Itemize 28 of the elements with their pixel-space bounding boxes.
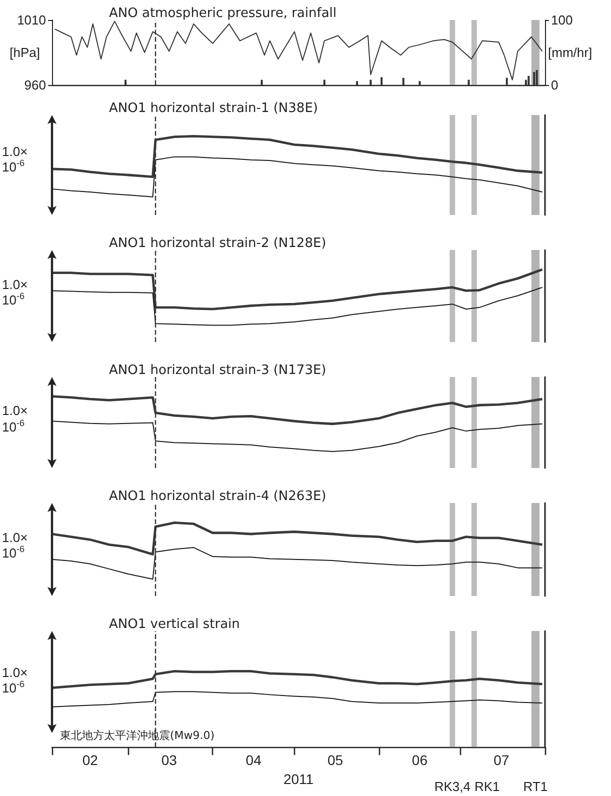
x-tick-label: 07 — [494, 752, 510, 768]
text: 1.0× 10$^{-6}$ — [2, 530, 28, 561]
text: 1.0× 10$^{-6}$ — [2, 664, 28, 696]
chart-title: ANO atmospheric pressure, rainfall — [109, 6, 337, 21]
x-axis-title: 2011 — [283, 770, 314, 787]
y2-tick-label: 0 — [551, 78, 558, 92]
x-tick-label: 04 — [246, 752, 262, 768]
y-tick-label: 1010 — [17, 12, 46, 28]
text: 1.0× 10$^{-6}$ — [2, 403, 28, 434]
y-axis-title: [hPa] — [10, 45, 40, 60]
text: 1.0× 10$^{-6}$ — [2, 144, 28, 175]
chart-title: ANO1 horizontal strain-4 (N263E) — [109, 489, 326, 504]
y-tick-label: 960 — [24, 78, 46, 92]
chart-title: ANO1 horizontal strain-1 (N38E) — [109, 101, 318, 116]
text: 1.0× 10$^{-6}$ — [2, 276, 28, 308]
y2-tick-label: 100 — [551, 12, 573, 28]
band-label: RT1 — [523, 779, 548, 794]
ref-line-label: 東北地方太平洋沖地震(Mw9.0) — [60, 729, 215, 742]
x-tick-label: 06 — [412, 752, 428, 768]
band-label: RK1 — [474, 779, 500, 794]
chart-title: ANO1 horizontal strain-3 (N173E) — [109, 363, 326, 378]
y2-axis-title: [mm/hr] — [548, 45, 592, 60]
x-tick-label: 03 — [161, 752, 178, 768]
x-tick-label: 02 — [82, 752, 98, 768]
band-label: RK3,4 — [434, 779, 470, 794]
chart-title: ANO1 horizontal strain-2 (N128E) — [109, 236, 326, 251]
x-tick-label: 05 — [327, 752, 344, 768]
chart-title: ANO1 vertical strain — [109, 617, 240, 632]
